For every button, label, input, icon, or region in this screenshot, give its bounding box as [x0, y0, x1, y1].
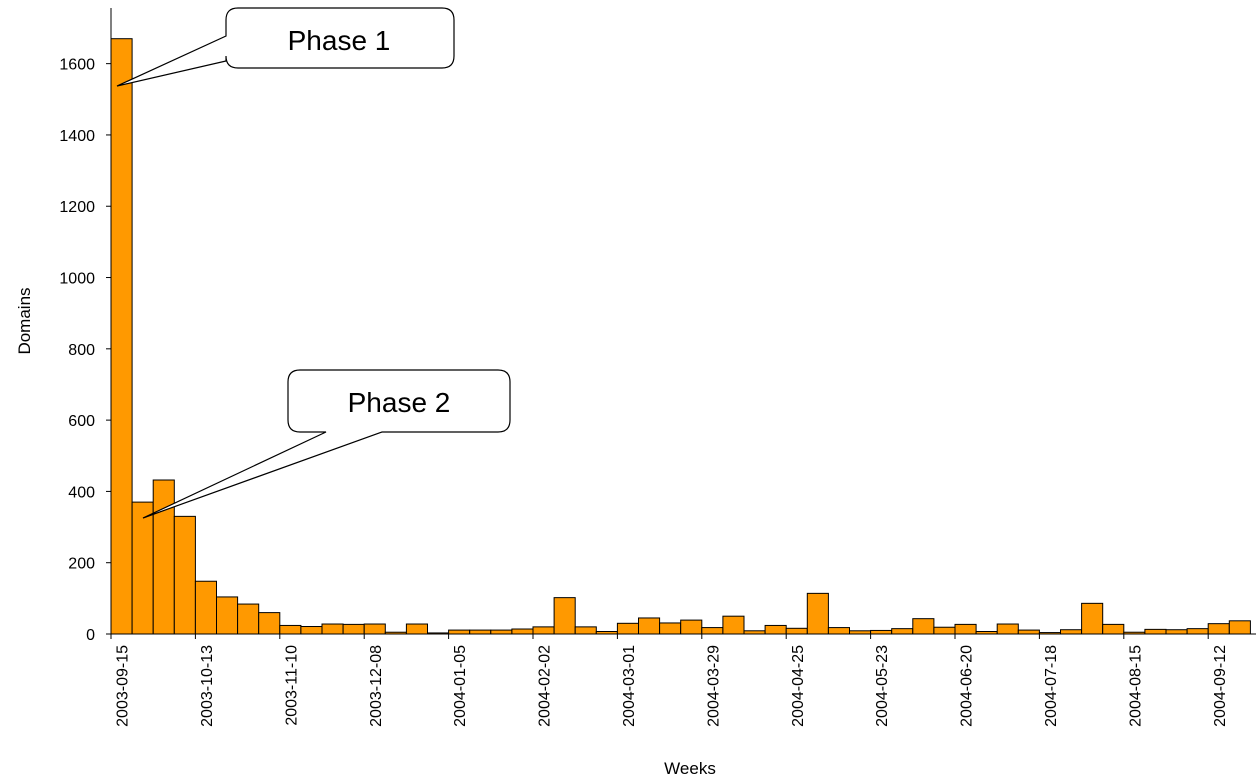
bar-2004-08-08 [1102, 623, 1125, 635]
bar-2004-03-15 [659, 622, 682, 635]
x-tick-label-2003-12-08: 2003-12-08 [368, 645, 385, 727]
bar-series [110, 38, 1251, 635]
y-tick-label-1200: 1200 [59, 199, 95, 216]
callout-phase-1: Phase 1 [116, 7, 455, 87]
x-tick-label-2004-07-18: 2004-07-18 [1043, 645, 1060, 727]
bar-2004-08-22 [1144, 628, 1167, 635]
bar-2003-12-01 [342, 623, 365, 635]
bar-2003-09-15 [110, 38, 133, 635]
y-ticks: 0 200 400 600 800 1000 1200 1400 1600 [59, 57, 111, 644]
callout-phase-1-text: Phase 1 [288, 25, 391, 56]
bar-2004-06-20 [954, 623, 977, 635]
x-tick-label-2004-02-02: 2004-02-02 [537, 645, 554, 727]
bar-2004-01-12 [469, 629, 492, 635]
bar-2004-01-26 [511, 628, 534, 635]
x-tick-label-2004-05-23: 2004-05-23 [874, 645, 891, 727]
x-tick-label-2003-11-10: 2003-11-10 [283, 645, 300, 726]
bar-2003-11-17 [300, 626, 323, 635]
y-tick-label-1600: 1600 [59, 57, 95, 74]
x-tick-label-2004-03-29: 2004-03-29 [705, 645, 722, 727]
y-tick-label-600: 600 [68, 413, 95, 430]
bar-2004-07-04 [996, 623, 1019, 635]
bar-2003-12-22 [405, 623, 428, 635]
bar-2003-12-08 [363, 623, 386, 635]
bar-2004-07-25 [1060, 629, 1083, 635]
x-tick-label-2004-08-15: 2004-08-15 [1127, 645, 1144, 727]
bar-2004-09-12 [1207, 623, 1230, 635]
bar-2003-11-10 [279, 624, 302, 635]
y-tick-label-200: 200 [68, 556, 95, 573]
axes [110, 8, 1256, 635]
callout-phase-1-bubble [116, 7, 455, 87]
y-tick-label-0: 0 [86, 627, 95, 644]
x-ticks: 2003-09-15 2003-10-13 2003-11-10 2003-12-08… [110, 634, 1229, 727]
bar-2004-05-09 [827, 627, 851, 635]
bar-2004-08-01 [1081, 602, 1104, 635]
bar-2003-10-20 [216, 596, 239, 635]
bar-2003-10-27 [237, 603, 260, 635]
x-axis-label: Weeks [664, 759, 716, 778]
x-tick-label-2003-10-13: 2003-10-13 [199, 645, 216, 727]
y-tick-label-1000: 1000 [59, 271, 95, 288]
bar-2004-09-05 [1186, 628, 1209, 635]
bar-2004-05-30 [891, 628, 914, 635]
callout-phase-2-text: Phase 2 [348, 387, 451, 418]
bar-2004-06-13 [933, 626, 956, 635]
bar-2003-11-03 [258, 612, 281, 635]
x-tick-label-2004-01-05: 2004-01-05 [452, 645, 469, 727]
bar-2004-02-09 [553, 597, 576, 635]
y-tick-label-400: 400 [68, 484, 95, 501]
bar-2004-01-19 [490, 629, 513, 635]
x-tick-label-2004-09-12: 2004-09-12 [1212, 645, 1229, 727]
bar-2003-10-13 [194, 580, 217, 635]
bar-2004-04-19 [764, 624, 787, 635]
bar-2004-08-29 [1165, 629, 1188, 635]
bar-2004-05-02 [806, 592, 829, 635]
bar-2003-09-29 [152, 479, 175, 635]
bar-2004-09-19 [1228, 620, 1251, 635]
bar-2004-07-11 [1017, 629, 1040, 635]
bar-2004-03-22 [680, 619, 703, 635]
y-tick-label-1400: 1400 [59, 128, 95, 145]
x-tick-label-2003-09-15: 2003-09-15 [115, 645, 132, 727]
bar-2003-11-24 [321, 623, 344, 635]
bar-2003-10-06 [173, 515, 196, 635]
bar-2004-02-02 [532, 626, 555, 635]
bar-2004-06-06 [912, 618, 935, 635]
x-tick-label-2004-03-01: 2004-03-01 [621, 645, 638, 727]
bar-2004-02-16 [574, 626, 597, 635]
bar-2004-03-08 [638, 617, 661, 635]
callout-phase-2-bubble [142, 369, 511, 519]
y-tick-label-800: 800 [68, 342, 95, 359]
bar-2004-05-23 [870, 629, 893, 635]
y-axis-label: Domains [15, 287, 34, 354]
bar-2004-03-01 [616, 622, 640, 635]
bar-2004-03-29 [701, 627, 724, 635]
bar-2004-01-05 [448, 629, 471, 635]
bar-2003-09-22 [131, 501, 154, 635]
x-tick-label-2004-04-25: 2004-04-25 [790, 645, 807, 727]
x-tick-label-2004-06-20: 2004-06-20 [959, 645, 976, 727]
bar-2004-04-25 [785, 627, 808, 635]
callout-phase-2: Phase 2 [142, 369, 511, 519]
bar-2004-04-05 [722, 615, 745, 635]
